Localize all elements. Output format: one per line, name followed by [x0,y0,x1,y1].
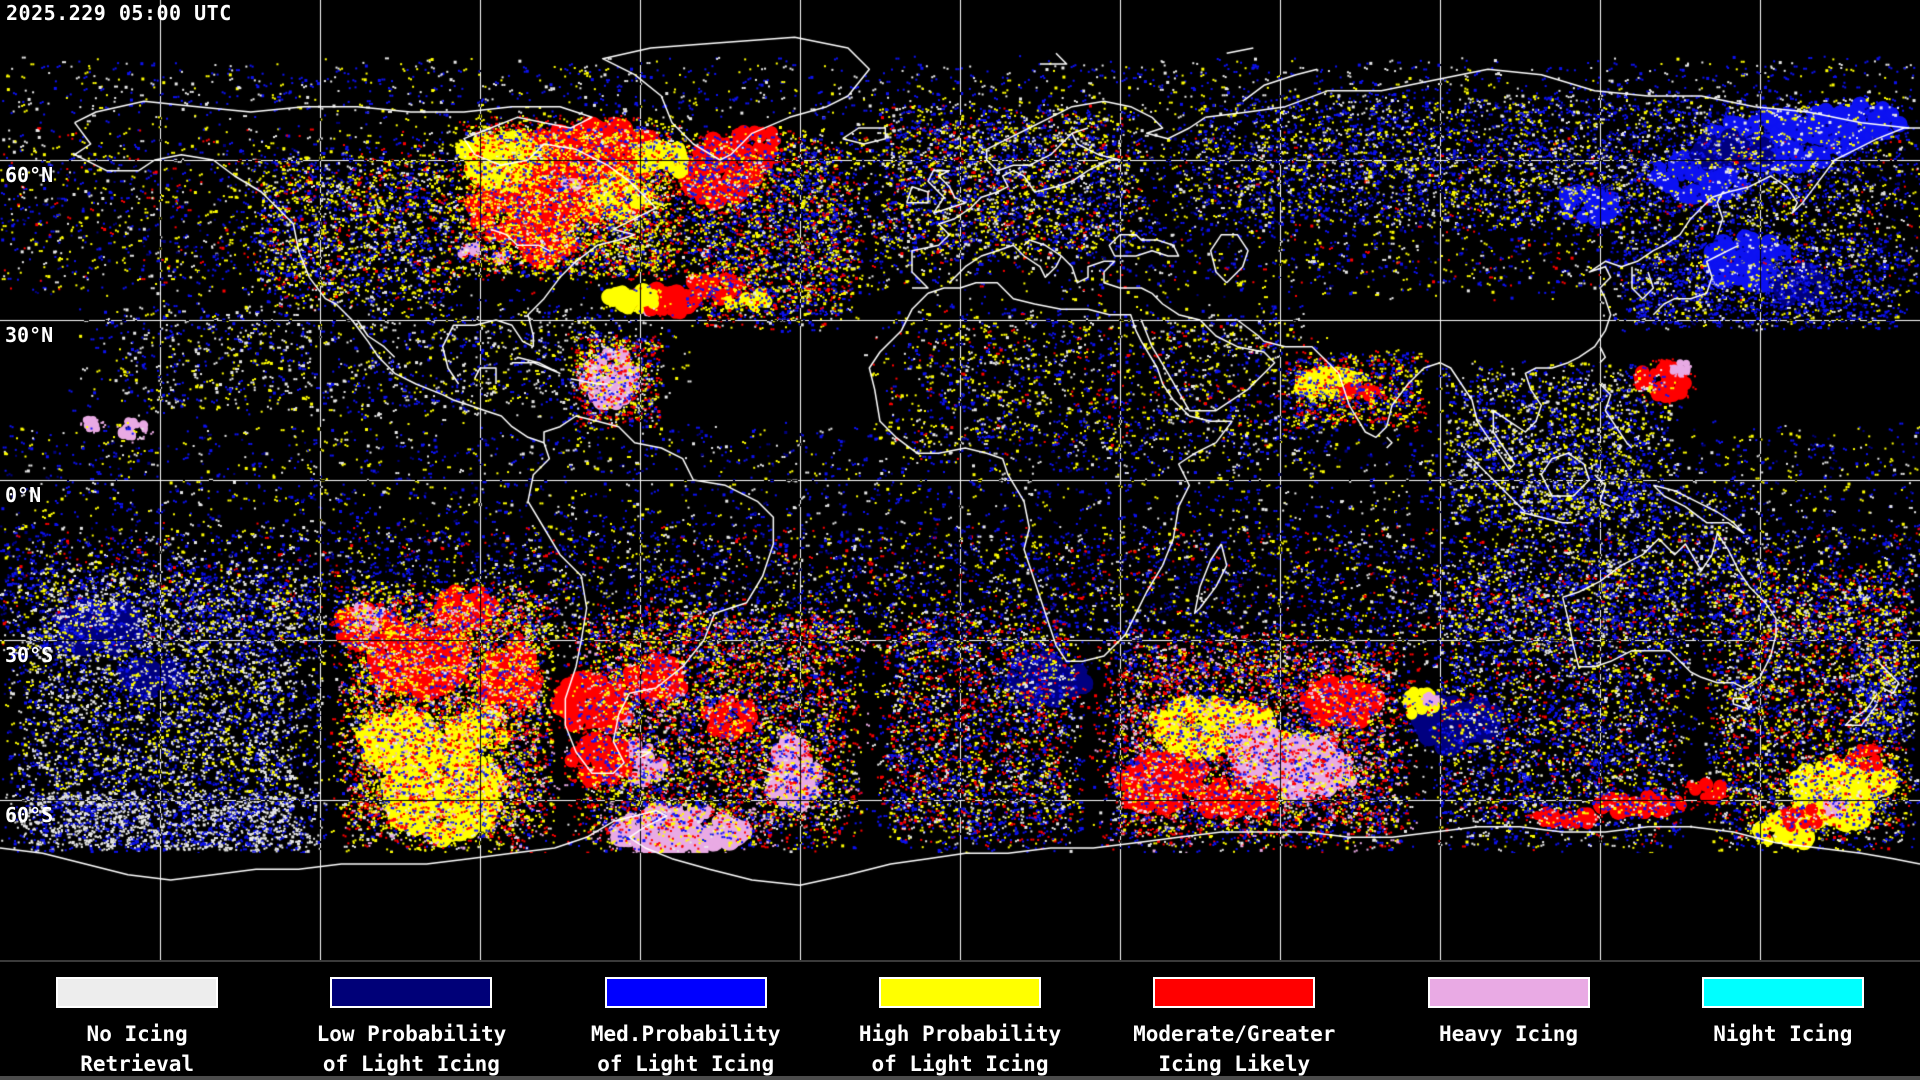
legend-label-med-prob: Med.Probability of Light Icing [590,1022,781,1076]
bottom-bar [0,1076,1920,1080]
legend-item-night: Night Icing [1646,962,1920,1080]
legend-item-heavy: Heavy Icing [1371,962,1645,1080]
lat-label-2: 0°N [5,483,42,507]
legend-swatch-high-prob [878,977,1041,1008]
legend-swatch-med-prob [604,977,767,1008]
legend-item-no-icing: No Icing Retrieval [0,962,274,1080]
lat-label-4: 60°S [5,803,54,827]
legend-label-high-prob: High Probability of Light Icing [858,1022,1062,1076]
lat-label-1: 30°N [5,323,54,347]
lat-label-3: 30°S [5,643,54,667]
legend-label-heavy: Heavy Icing [1439,1022,1579,1046]
timestamp: 2025.229 05:00 UTC [6,1,232,25]
legend-swatch-no-icing [56,977,219,1008]
legend-label-night: Night Icing [1713,1022,1853,1046]
legend-item-med-prob: Med.Probability of Light Icing [549,962,823,1080]
legend-swatch-low-prob [330,977,493,1008]
world-map: 2025.229 05:00 UTC 60°N 30°N 0°N 30°S 60°S [0,0,1920,960]
legend-label-no-icing: No Icing Retrieval [80,1022,195,1076]
lat-label-0: 60°N [5,163,54,187]
legend-label-low-prob: Low Probability of Light Icing [316,1022,507,1076]
legend-item-mod-greater: Moderate/Greater Icing Likely [1097,962,1371,1080]
legend-swatch-mod-greater [1153,977,1316,1008]
legend-swatch-night [1701,977,1864,1008]
legend-label-mod-greater: Moderate/Greater Icing Likely [1133,1022,1336,1076]
legend: No Icing Retrieval Low Probability of Light… [0,960,1920,1080]
legend-item-high-prob: High Probability of Light Icing [823,962,1097,1080]
legend-item-low-prob: Low Probability of Light Icing [274,962,548,1080]
legend-swatch-heavy [1427,977,1590,1008]
map-canvas [0,0,1920,960]
